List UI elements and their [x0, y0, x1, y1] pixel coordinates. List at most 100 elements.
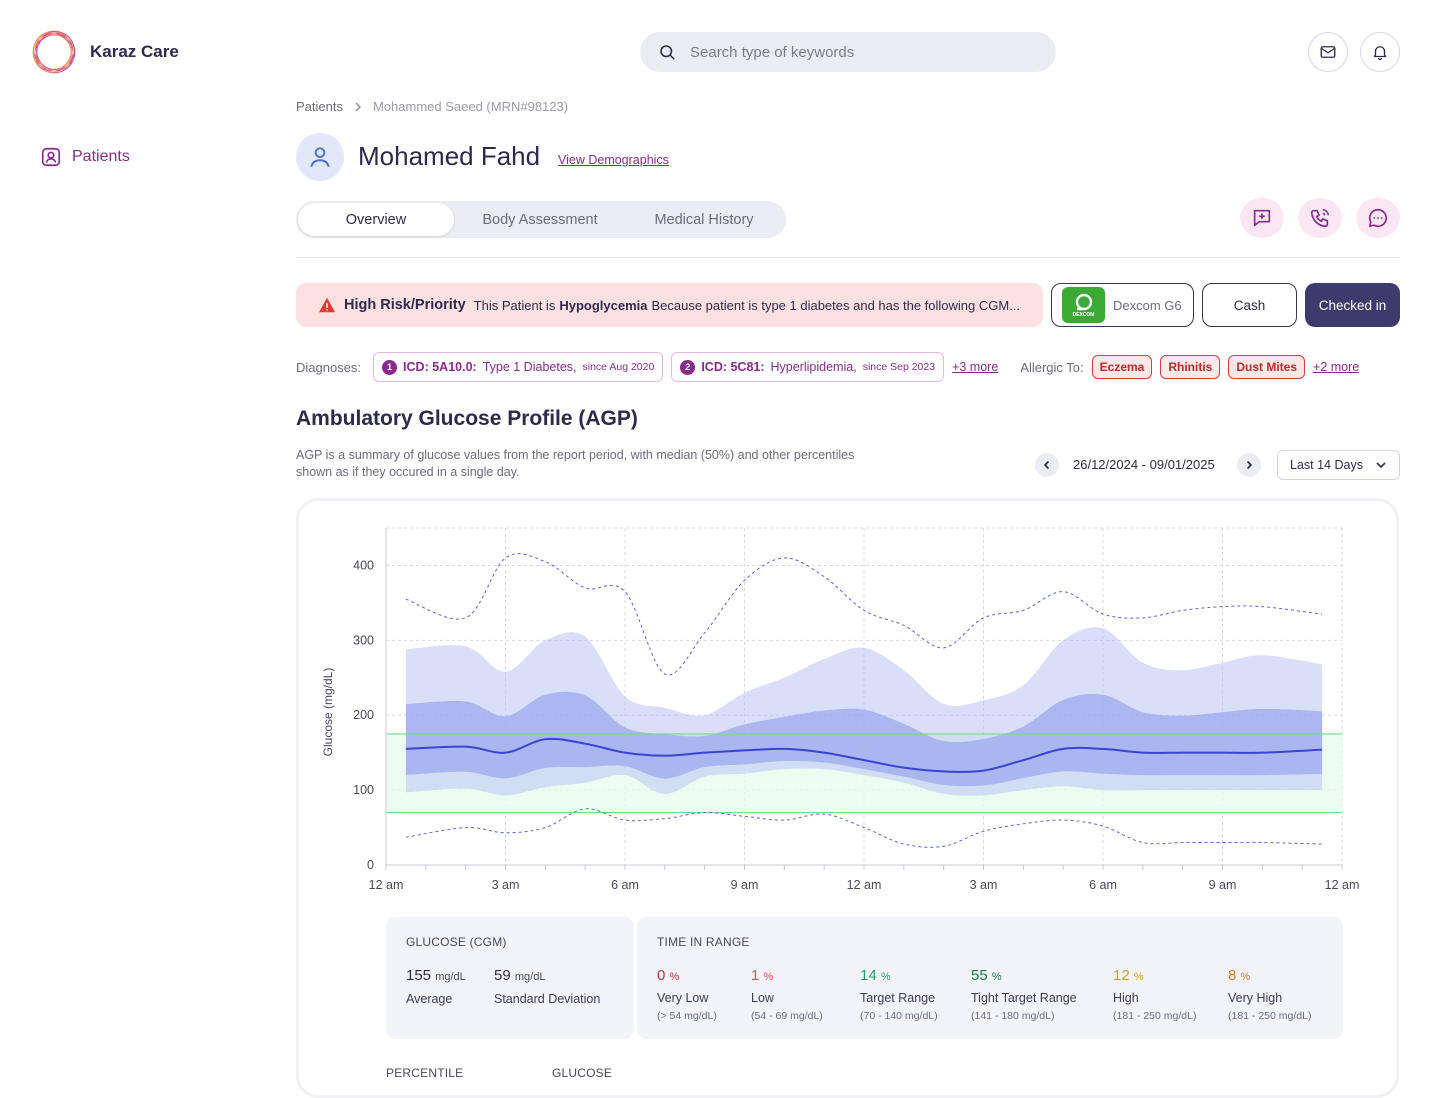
p5-line: [405, 808, 1323, 848]
dexcom-logo-text: DEXCOM: [1072, 312, 1095, 318]
percentile-areas: [405, 627, 1323, 796]
tir-label: Very High: [1228, 991, 1283, 1005]
y-tick-label: 100: [353, 783, 374, 797]
agp-chart: 12 am 3 am 6 am 9 am 12 am 3 am 6 am 9 am 12 am 0…: [321, 527, 1359, 892]
diagnosis-number: 1: [382, 359, 398, 375]
risk-banner[interactable]: High Risk/Priority This Patient is Hypog…: [296, 283, 1043, 327]
chart-axes: 12 am 3 am 6 am 9 am 12 am 3 am 6 am 9 am 12 am 0…: [353, 528, 1359, 892]
diagnosis-chip[interactable]: 1 ICD: 5A10.0: Type 1 Diabetes, since Au…: [373, 352, 664, 382]
tir-unit: %: [669, 971, 680, 983]
patient-tabs: Overview Body Assessment Medical History: [296, 201, 786, 238]
tir-range: (70 - 140 mg/dL): [860, 1010, 938, 1022]
message-plus-icon: [1253, 209, 1271, 227]
tir-value: 55 %: [971, 967, 1077, 984]
glucose-stats-panel: GLUCOSE (CGM) 155 mg/dL Average 59 mg/dL…: [386, 917, 634, 1039]
tir-unit: %: [880, 971, 891, 983]
search-input[interactable]: [690, 43, 1010, 61]
sd-value: 59 mg/dL: [494, 967, 545, 984]
tir-number: 8: [1228, 967, 1237, 984]
sidebar-item-patients[interactable]: Patients: [40, 146, 130, 168]
time-in-range-title: TIME IN RANGE: [657, 935, 750, 949]
tir-label: Very Low: [657, 991, 709, 1005]
x-tick-label: 12 am: [1325, 878, 1360, 892]
x-tick-label: 12 am: [847, 878, 882, 892]
tir-value: 14 %: [860, 967, 938, 984]
risk-condition: Hypoglycemia: [559, 297, 648, 313]
dexcom-icon: [1075, 293, 1092, 311]
risk-text-after: Because patient is type 1 diabetes and h…: [651, 297, 1021, 313]
tir-value: 1 %: [751, 967, 823, 984]
tab-body-assessment[interactable]: Body Assessment: [482, 211, 598, 228]
tir-number: 0: [657, 967, 666, 984]
percentile-lines: [405, 553, 1323, 848]
tir-number: 14: [860, 967, 877, 984]
next-period-button[interactable]: [1237, 453, 1261, 477]
chevron-left-icon: [1043, 460, 1050, 470]
allergy-chip[interactable]: Dust Mites: [1228, 355, 1306, 379]
tir-range: (181 - 250 mg/dL): [1228, 1010, 1312, 1022]
period-select-value: Last 14 Days: [1290, 458, 1363, 472]
tir-item: 0 % Very Low (> 54 mg/dL): [657, 967, 717, 1022]
tir-unit: %: [991, 971, 1002, 983]
iqr-inner-band: [405, 691, 1323, 787]
y-tick-label: 200: [353, 708, 374, 722]
device-badge[interactable]: DEXCOM Dexcom G6: [1051, 283, 1194, 327]
sd-label: Standard Deviation: [494, 992, 601, 1006]
tab-medical-history[interactable]: Medical History: [654, 211, 754, 228]
tir-range: (181 - 250 mg/dL): [1113, 1010, 1197, 1022]
patient-name: Mohamed Fahd: [358, 141, 541, 171]
phone-icon: [1310, 209, 1329, 228]
view-demographics-link[interactable]: View Demographics: [558, 153, 669, 167]
breadcrumb-root[interactable]: Patients: [296, 99, 343, 114]
checked-in-button[interactable]: Checked in: [1305, 283, 1400, 327]
average-label: Average: [406, 992, 453, 1006]
tir-label: Target Range: [860, 991, 936, 1005]
x-tick-label: 9 am: [1209, 878, 1237, 892]
tir-range: (141 - 180 mg/dL): [971, 1010, 1055, 1022]
tir-number: 12: [1113, 967, 1130, 984]
chat-bubble-icon: [1368, 208, 1388, 228]
sd-unit: mg/dL: [514, 971, 546, 983]
mail-icon: [1320, 46, 1336, 58]
allergies-more-link[interactable]: +2 more: [1313, 360, 1360, 374]
x-tick-label: 3 am: [970, 878, 998, 892]
time-in-range-panel: TIME IN RANGE 0 % Very Low (> 54 mg/dL) 1 %…: [637, 917, 1343, 1039]
user-icon: [310, 147, 330, 168]
period-select[interactable]: Last 14 Days: [1277, 450, 1400, 480]
tir-value: 12 %: [1113, 967, 1196, 984]
y-tick-label: 300: [353, 633, 374, 647]
allergy-chip[interactable]: Rhinitis: [1160, 355, 1221, 379]
messages-button[interactable]: [1308, 32, 1348, 72]
diagnosis-since: since Sep 2023: [862, 361, 936, 373]
call-button[interactable]: [1298, 198, 1342, 238]
diagnoses-more-link[interactable]: +3 more: [952, 360, 999, 374]
x-tick-label: 12 am: [369, 878, 404, 892]
chevron-down-icon: [1376, 462, 1386, 469]
tir-label: Low: [751, 991, 774, 1005]
average-number: 155: [406, 967, 432, 984]
payment-button[interactable]: Cash: [1202, 283, 1297, 327]
search-bar[interactable]: [640, 32, 1056, 72]
y-tick-label: 400: [353, 558, 374, 572]
diagnosis-since: since Aug 2020: [582, 361, 655, 373]
tir-value: 8 %: [1228, 967, 1311, 984]
warning-icon: [319, 297, 335, 313]
diagnosis-code: ICD: 5A10.0:: [403, 360, 477, 374]
tir-label: Tight Target Range: [971, 991, 1077, 1005]
allergies-label: Allergic To:: [1020, 359, 1084, 375]
app-logo[interactable]: Karaz Care: [28, 26, 179, 78]
chat-button[interactable]: [1356, 198, 1400, 238]
allergy-chip[interactable]: Eczema: [1091, 355, 1153, 379]
diagnosis-chip[interactable]: 2 ICD: 5C81: Hyperlipidemia, since Sep 2…: [671, 352, 945, 382]
add-note-button[interactable]: [1240, 198, 1284, 238]
x-tick-label: 6 am: [1089, 878, 1117, 892]
prev-period-button[interactable]: [1035, 453, 1059, 477]
x-tick-label: 9 am: [731, 878, 759, 892]
y-axis-label: Glucose (mg/dL): [321, 668, 335, 757]
patient-avatar: [296, 133, 344, 181]
sd-number: 59: [494, 967, 511, 984]
notifications-button[interactable]: [1360, 32, 1400, 72]
diagnoses-row: Diagnoses: 1 ICD: 5A10.0: Type 1 Diabete…: [296, 352, 1359, 382]
x-tick-label: 6 am: [611, 878, 639, 892]
tab-overview[interactable]: Overview: [298, 203, 454, 236]
